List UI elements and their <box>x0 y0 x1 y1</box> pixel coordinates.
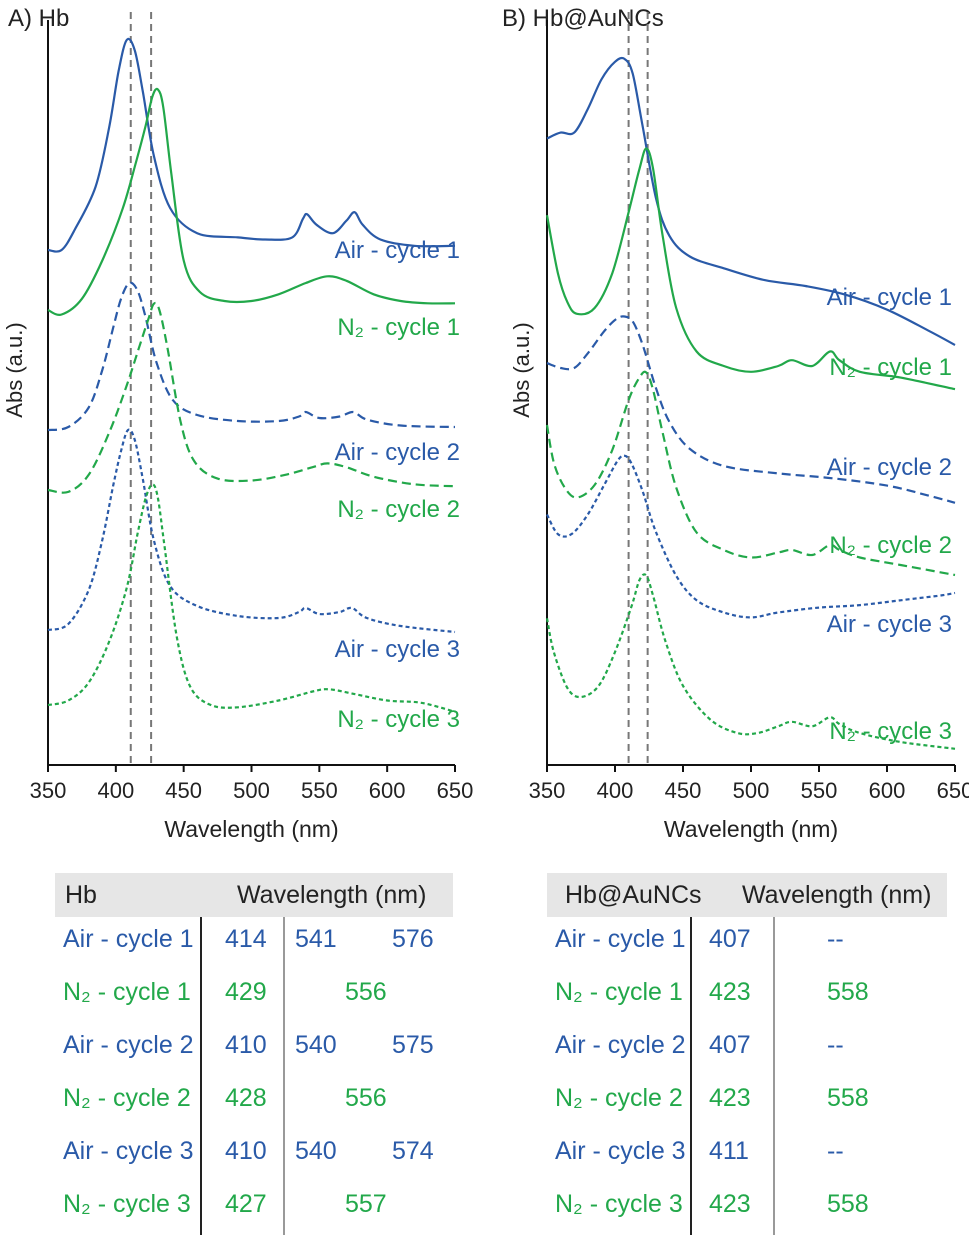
series-label-air-cycle-3: Air - cycle 3 <box>827 611 952 638</box>
table-divider <box>283 917 285 1235</box>
table-cell: 423 <box>709 1190 751 1218</box>
table-header: Hb Wavelength (nm) <box>55 873 453 917</box>
series-air-cycle-2 <box>546 315 956 504</box>
table-row-label: Air - cycle 3 <box>555 1137 686 1165</box>
x-tick-label: 500 <box>733 778 770 803</box>
table-cell: 541 <box>295 925 337 953</box>
series-label-air-cycle-1: Air - cycle 1 <box>335 237 460 264</box>
y-axis-label: Abs (a.u.) <box>509 322 534 417</box>
x-tick-label: 450 <box>665 778 702 803</box>
table-header-wavelength: Wavelength (nm) <box>742 881 932 909</box>
series-label-air-cycle-2: Air - cycle 2 <box>827 454 952 481</box>
x-tick-label: 650 <box>937 778 969 803</box>
table-header-sample: Hb <box>65 881 97 909</box>
table-cell: 558 <box>827 1190 869 1218</box>
x-tick-label: 350 <box>529 778 566 803</box>
table-cell: 411 <box>709 1137 749 1165</box>
table-cell: 407 <box>709 925 751 953</box>
table-cell: 414 <box>225 925 267 953</box>
table-row-label: Air - cycle 1 <box>63 925 194 953</box>
peak-table-hb-aunc: Hb@AuNCs Wavelength (nm) Air - cycle 1 407 -… <box>547 873 947 1235</box>
table-cell: 540 <box>295 1031 337 1059</box>
series-n2-cycle-2 <box>545 370 956 577</box>
table-row-label: Air - cycle 3 <box>63 1137 194 1165</box>
table-row-label: Air - cycle 1 <box>555 925 686 953</box>
table-cell: 575 <box>392 1031 434 1059</box>
plot-area: B) Hb@AuNCs 350 400 450 500 550 600 650 Waveleng… <box>502 5 969 842</box>
table-row-label: N₂ - cycle 1 <box>63 978 191 1006</box>
series-label-air-cycle-1: Air - cycle 1 <box>827 284 952 311</box>
table-cell: 428 <box>225 1084 267 1112</box>
table-cell: -- <box>827 1137 844 1165</box>
table-cell: 558 <box>827 978 869 1006</box>
series-air-cycle-1 <box>47 37 456 253</box>
x-tick-label: 350 <box>30 778 67 803</box>
series-label-air-cycle-2: Air - cycle 2 <box>335 439 460 466</box>
series-label-n2-cycle-3: N₂ - cycle 3 <box>337 706 460 733</box>
table-cell: 423 <box>709 1084 751 1112</box>
series-n2-cycle-1 <box>545 147 956 391</box>
series-label-n2-cycle-2: N₂ - cycle 2 <box>829 532 952 559</box>
table-cell: 423 <box>709 978 751 1006</box>
table-header-sample: Hb@AuNCs <box>565 881 702 909</box>
series-air-cycle-3 <box>546 454 956 619</box>
table-row-label: N₂ - cycle 1 <box>555 978 683 1006</box>
table-row-label: N₂ - cycle 2 <box>63 1084 191 1112</box>
x-axis-label: Wavelength (nm) <box>664 816 838 842</box>
table-divider <box>690 917 692 1235</box>
series-n2-cycle-1 <box>47 87 456 316</box>
x-tick-label: 500 <box>233 778 270 803</box>
table-cell: 557 <box>345 1190 387 1218</box>
table-divider <box>200 917 202 1235</box>
table-cell: 574 <box>392 1137 434 1165</box>
x-tick-label: 650 <box>437 778 474 803</box>
x-tick-label: 550 <box>801 778 838 803</box>
table-cell: 410 <box>225 1137 267 1165</box>
table-cell: 410 <box>225 1031 267 1059</box>
table-cell: 556 <box>345 978 387 1006</box>
table-cell: 558 <box>827 1084 869 1112</box>
chart-panel-hb-aunc: B) Hb@AuNCs 350 400 450 500 550 600 650 Waveleng… <box>502 5 969 842</box>
series-label-air-cycle-3: Air - cycle 3 <box>335 636 460 663</box>
x-tick-label: 450 <box>165 778 202 803</box>
x-tick-label: 400 <box>97 778 134 803</box>
series-label-n2-cycle-2: N₂ - cycle 2 <box>337 496 460 523</box>
series-n2-cycle-3 <box>545 573 956 750</box>
series-n2-cycle-2 <box>47 301 456 494</box>
table-cell: -- <box>827 1031 844 1059</box>
series-label-n2-cycle-1: N₂ - cycle 1 <box>829 354 952 381</box>
table-cell: 556 <box>345 1084 387 1112</box>
table-cell: -- <box>827 925 844 953</box>
table-row-label: Air - cycle 2 <box>555 1031 686 1059</box>
chart-panel-hb: A) Hb 350 400 450 500 550 600 650 Wavelength (nm… <box>2 5 473 842</box>
table-header: Hb@AuNCs Wavelength (nm) <box>547 873 947 917</box>
table-row-label: Air - cycle 2 <box>63 1031 194 1059</box>
x-tick-label: 550 <box>301 778 338 803</box>
x-axis-label: Wavelength (nm) <box>164 816 338 842</box>
series-n2-cycle-3 <box>47 483 456 713</box>
peak-table-hb: Hb Wavelength (nm) Air - cycle 1 414 541 576 N… <box>55 873 455 1235</box>
table-cell: 576 <box>392 925 434 953</box>
series-air-cycle-3 <box>47 428 456 634</box>
table-row-label: N₂ - cycle 3 <box>555 1190 683 1218</box>
x-tick-label: 600 <box>369 778 406 803</box>
table-row-label: N₂ - cycle 3 <box>63 1190 191 1218</box>
panel-title: B) Hb@AuNCs <box>502 5 664 32</box>
table-cell: 427 <box>225 1190 267 1218</box>
table-cell: 540 <box>295 1137 337 1165</box>
series-air-cycle-1 <box>546 56 956 346</box>
table-row-label: N₂ - cycle 2 <box>555 1084 683 1112</box>
series-air-cycle-2 <box>47 281 456 432</box>
table-divider <box>773 917 775 1235</box>
series-label-n2-cycle-1: N₂ - cycle 1 <box>337 314 460 341</box>
table-header-wavelength: Wavelength (nm) <box>237 881 427 909</box>
x-tick-label: 600 <box>869 778 906 803</box>
series-label-n2-cycle-3: N₂ - cycle 3 <box>829 718 952 745</box>
table-cell: 429 <box>225 978 267 1006</box>
table-cell: 407 <box>709 1031 751 1059</box>
y-axis-label: Abs (a.u.) <box>2 322 27 417</box>
plot-area: A) Hb 350 400 450 500 550 600 650 Wavelength (nm… <box>2 5 473 842</box>
x-tick-label: 400 <box>597 778 634 803</box>
panel-title: A) Hb <box>8 5 69 32</box>
